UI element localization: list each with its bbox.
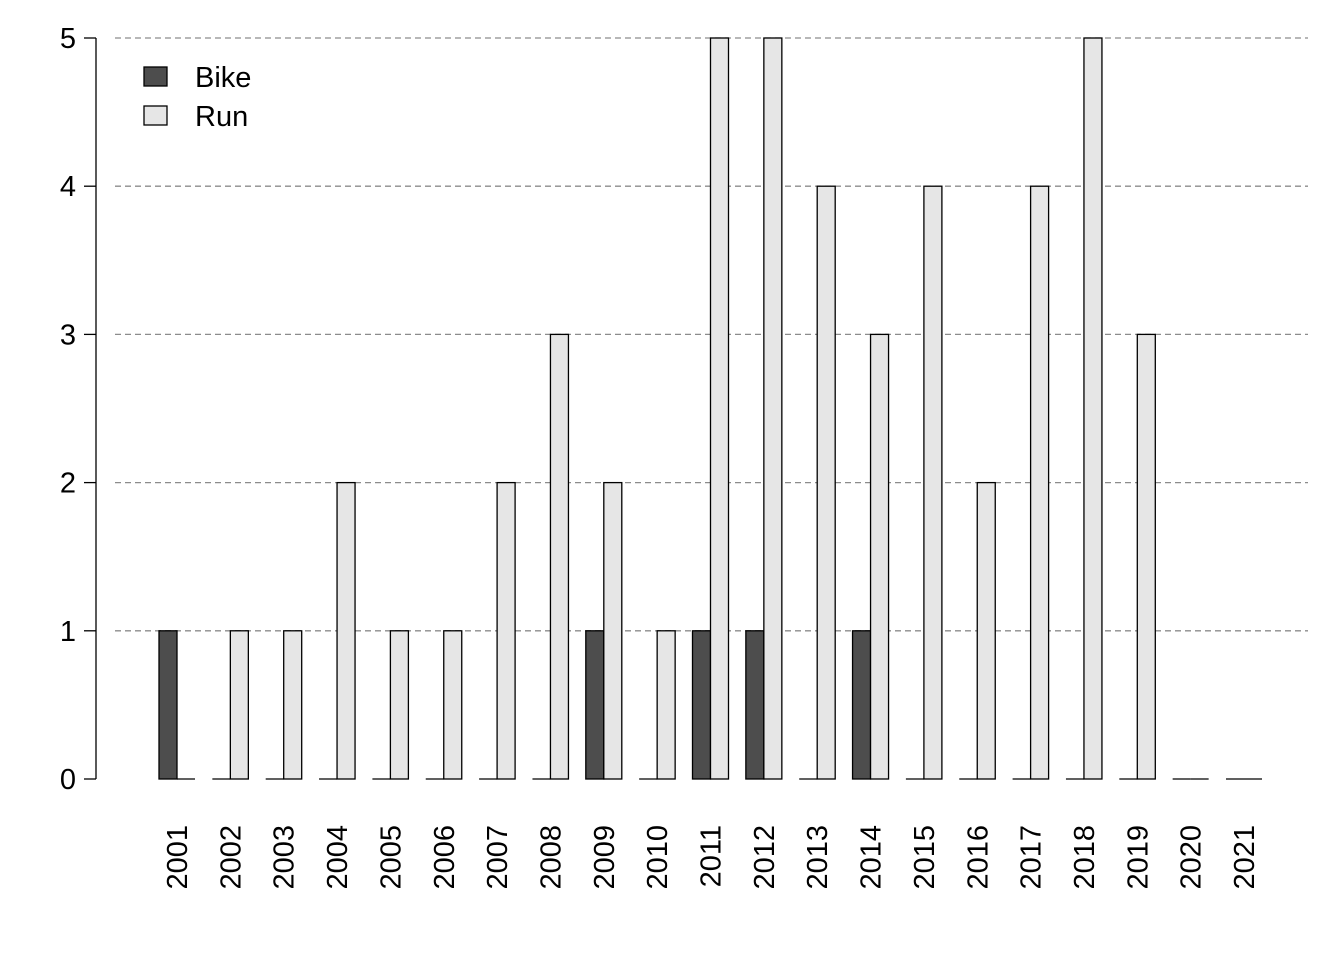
bar-run-2011 <box>709 37 730 780</box>
x-tick-label: 2007 <box>482 825 514 890</box>
bar-bike-2012 <box>745 630 765 780</box>
legend: Bike Run <box>143 62 251 133</box>
y-tick-label: 0 <box>60 764 76 796</box>
x-tick-label: 2016 <box>962 825 994 890</box>
x-tick-label: 2009 <box>589 825 621 890</box>
bars <box>158 37 1262 780</box>
bar-run-2008 <box>549 333 570 780</box>
bar-run-2003 <box>283 630 303 780</box>
bar-run-2013 <box>816 185 836 780</box>
bar-run-2015 <box>923 185 943 780</box>
x-tick-label: 2015 <box>909 825 941 890</box>
bar-bike-2009 <box>585 630 605 780</box>
x-tick-label: 2005 <box>375 825 407 890</box>
bar-run-2007 <box>496 481 516 780</box>
bar-run-2002 <box>229 630 250 780</box>
legend-label-bike: Bike <box>195 62 251 94</box>
legend-label-run: Run <box>195 101 248 133</box>
bar-run-2017 <box>1029 185 1050 780</box>
x-tick-label: 2021 <box>1229 825 1261 890</box>
legend-swatch-bike <box>143 66 168 87</box>
bar-bike-2014 <box>851 630 872 780</box>
y-tick-label: 5 <box>60 23 76 55</box>
x-tick-labels: 2001 2002 2003 2004 2005 2006 2007 2008 2009 2010… <box>162 825 1261 890</box>
x-tick-label: 2002 <box>215 825 247 890</box>
x-tick-label: 2018 <box>1069 825 1101 890</box>
x-tick-label: 2014 <box>856 825 888 890</box>
x-tick-label: 2019 <box>1122 825 1154 890</box>
x-tick-label: 2008 <box>535 825 567 890</box>
bar-bike-2001 <box>158 630 178 780</box>
x-tick-label: 2011 <box>696 825 728 887</box>
bar-run-2006 <box>443 630 463 780</box>
y-tick-label: 2 <box>60 468 76 500</box>
bar-run-2005 <box>389 630 410 780</box>
bar-bike-2011 <box>691 630 712 780</box>
y-axis: 0 1 2 3 4 5 <box>60 23 97 796</box>
bar-run-2009 <box>603 481 623 780</box>
x-tick-label: 2001 <box>162 825 194 890</box>
x-tick-label: 2006 <box>429 825 461 890</box>
x-tick-label: 2012 <box>749 825 781 890</box>
x-tick-label: 2020 <box>1176 825 1208 890</box>
bar-run-2010 <box>656 630 676 780</box>
x-tick-label: 2010 <box>642 825 674 890</box>
legend-swatch-run <box>143 105 168 126</box>
bar-run-2014 <box>869 333 890 780</box>
bar-run-2004 <box>336 481 356 780</box>
bar-run-2012 <box>763 37 783 780</box>
y-tick-label: 3 <box>60 319 76 351</box>
x-tick-label: 2013 <box>802 825 834 890</box>
x-tick-label: 2004 <box>322 825 354 890</box>
bar-run-2016 <box>976 481 996 780</box>
x-tick-label: 2017 <box>1016 825 1048 890</box>
gridlines <box>115 37 1308 632</box>
x-tick-label: 2003 <box>269 825 301 890</box>
bar-run-2018 <box>1083 37 1103 780</box>
y-tick-label: 1 <box>60 616 76 648</box>
bar-run-2019 <box>1136 333 1156 780</box>
y-tick-label: 4 <box>60 171 76 203</box>
